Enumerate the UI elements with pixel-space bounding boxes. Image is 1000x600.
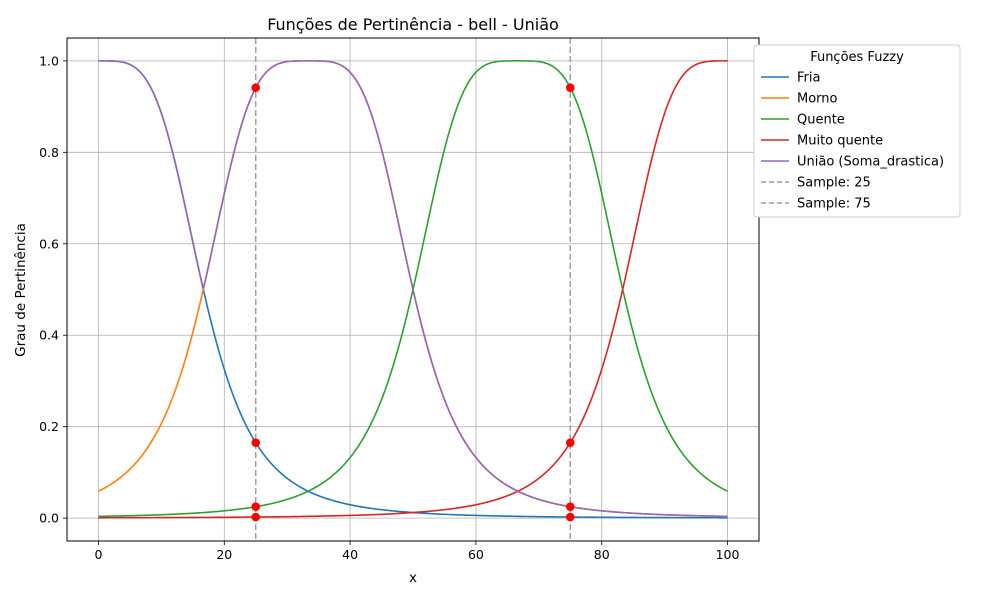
sample-lines (254, 38, 572, 541)
legend-entry-label: Fria (797, 71, 820, 86)
legend: Funções Fuzzy Fria Morno Quente Muito quent… (753, 44, 961, 218)
legend-entry-label: Muito quente (797, 134, 883, 149)
x-tick-label: 40 (342, 547, 358, 562)
sample-markers (251, 83, 575, 522)
legend-entry-label: União (Soma_drastica) (797, 155, 944, 170)
x-tick-label: 80 (594, 547, 610, 562)
y-tick-label: 1.0 (39, 53, 59, 68)
sample-marker (565, 83, 575, 93)
legend-entry-label: Morno (797, 92, 838, 107)
legend-entry-label: Sample: 75 (797, 197, 871, 212)
y-tick-label: 0.0 (39, 511, 59, 526)
plot-frame (66, 37, 760, 542)
sample-marker (251, 502, 261, 512)
legend-entry-label: Sample: 25 (797, 176, 871, 191)
sample-marker (251, 512, 261, 522)
legend-title: Funções Fuzzy (810, 50, 904, 65)
y-tick-label: 0.6 (39, 236, 59, 251)
series-lines (98, 60, 728, 519)
y-tick-label: 0.2 (39, 419, 59, 434)
sample-marker (565, 502, 575, 512)
x-tick-label: 60 (468, 547, 484, 562)
y-tick-label: 0.8 (39, 145, 59, 160)
legend-box (753, 44, 961, 218)
x-tick-label: 20 (216, 547, 232, 562)
sample-marker (251, 438, 261, 447)
y-axis-label: Grau de Pertinência (13, 223, 29, 357)
sample-marker (565, 512, 575, 522)
series-line-muito-quente (98, 60, 728, 519)
axis-ticks: 0 20 40 60 80 100 0.0 0.2 0.4 0.6 0.8 1.0 (39, 53, 739, 562)
series-line-uni-o-soma-drastica- (98, 60, 728, 518)
x-tick-label: 100 (716, 547, 740, 562)
sample-marker (565, 438, 575, 447)
legend-entry-label: Quente (797, 113, 845, 128)
y-tick-label: 0.4 (39, 328, 59, 343)
sample-marker (251, 83, 261, 93)
x-axis-label: x (409, 570, 417, 586)
x-tick-label: 0 (94, 547, 102, 562)
chart-title: Funções de Pertinência - bell - União (267, 15, 559, 34)
